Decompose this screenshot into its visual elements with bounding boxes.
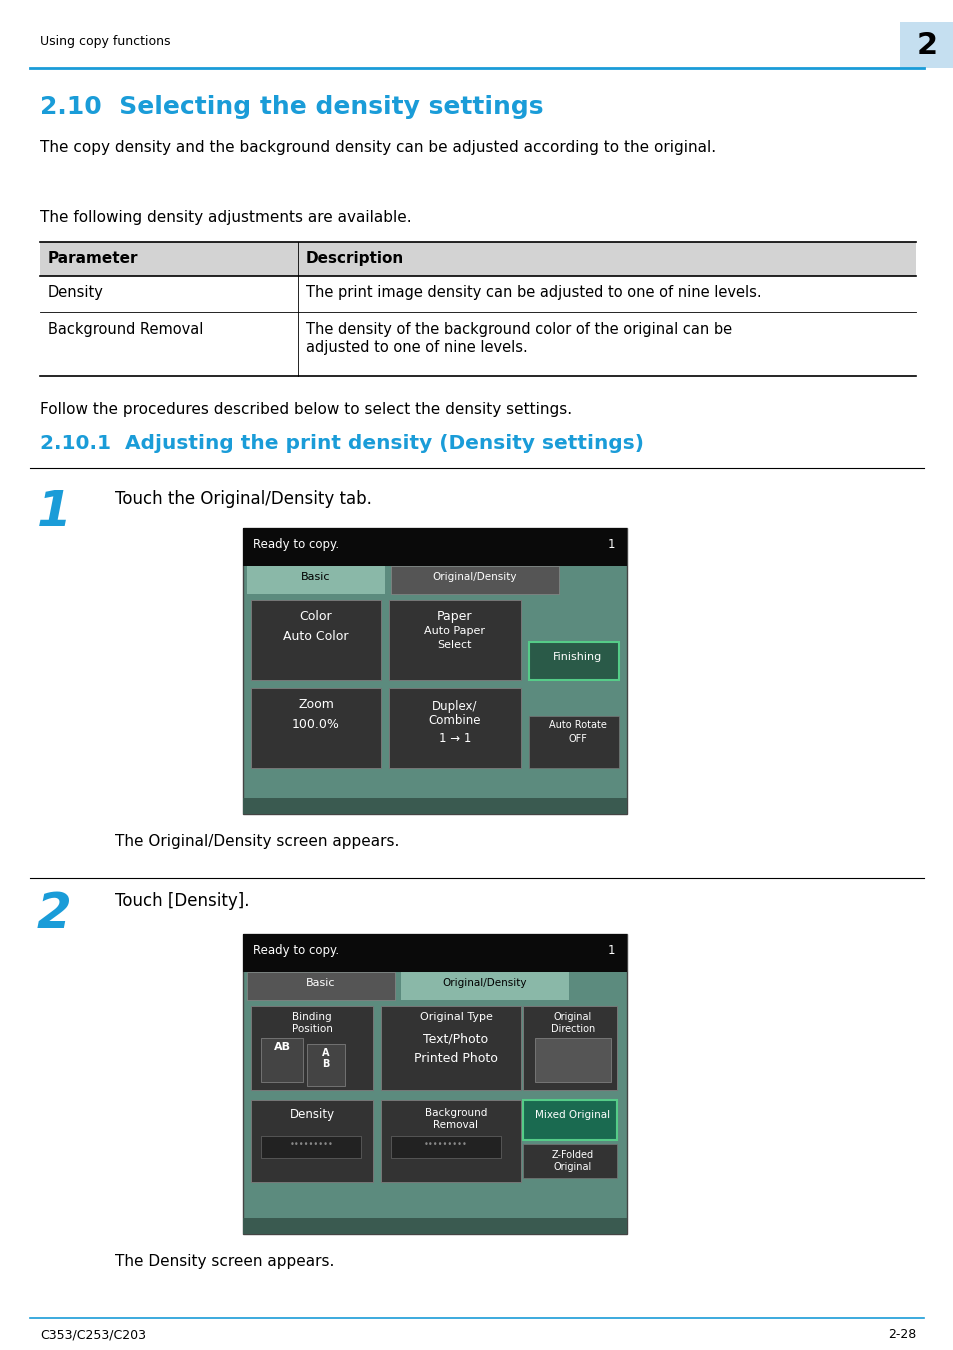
Text: Original/Density: Original/Density <box>433 572 517 582</box>
Text: A: A <box>322 1048 330 1058</box>
Text: 100.0%: 100.0% <box>292 718 339 730</box>
Text: Duplex/: Duplex/ <box>432 701 477 713</box>
Bar <box>522 1143 617 1179</box>
Bar <box>529 643 618 680</box>
Text: Select: Select <box>437 640 472 649</box>
Bar <box>380 1006 520 1089</box>
Text: Original: Original <box>554 1162 592 1172</box>
Text: OFF: OFF <box>568 734 587 744</box>
Bar <box>529 716 618 768</box>
Text: Position: Position <box>292 1025 332 1034</box>
Bar <box>529 599 618 639</box>
Bar <box>400 972 568 1000</box>
Text: The print image density can be adjusted to one of nine levels.: The print image density can be adjusted … <box>306 285 760 300</box>
Bar <box>243 1218 626 1234</box>
Bar <box>261 1038 303 1081</box>
Text: Text/Photo: Text/Photo <box>423 1031 488 1045</box>
Bar <box>247 972 395 1000</box>
Text: Density: Density <box>289 1108 335 1120</box>
Text: •••••••••: ••••••••• <box>290 1139 334 1149</box>
Bar <box>899 22 953 68</box>
Bar <box>40 242 915 275</box>
Bar <box>243 528 626 566</box>
Text: The copy density and the background density can be adjusted according to the ori: The copy density and the background dens… <box>40 140 716 155</box>
Text: Touch the Original/Density tab.: Touch the Original/Density tab. <box>115 490 372 508</box>
Text: 1 → 1: 1 → 1 <box>438 732 471 745</box>
Text: Paper: Paper <box>436 610 473 622</box>
Text: Finishing: Finishing <box>553 652 602 662</box>
Text: Combine: Combine <box>428 714 480 728</box>
Text: Direction: Direction <box>550 1025 595 1034</box>
Bar <box>391 566 558 594</box>
Text: Original Type: Original Type <box>419 1012 492 1022</box>
Text: Follow the procedures described below to select the density settings.: Follow the procedures described below to… <box>40 402 572 417</box>
Text: 2-28: 2-28 <box>887 1328 915 1341</box>
Text: The density of the background color of the original can be: The density of the background color of t… <box>306 323 731 338</box>
Bar <box>391 1135 500 1158</box>
Text: 2: 2 <box>36 890 71 938</box>
Bar <box>243 798 626 814</box>
Bar <box>243 934 626 1234</box>
Text: Color: Color <box>299 610 332 622</box>
Bar <box>529 688 618 714</box>
Text: adjusted to one of nine levels.: adjusted to one of nine levels. <box>306 340 527 355</box>
Bar <box>251 1100 373 1183</box>
Bar <box>380 1100 520 1183</box>
Text: 2.10.1  Adjusting the print density (Density settings): 2.10.1 Adjusting the print density (Dens… <box>40 433 643 454</box>
Text: Auto Rotate: Auto Rotate <box>549 720 606 730</box>
Bar <box>243 934 626 972</box>
Text: The Density screen appears.: The Density screen appears. <box>115 1254 334 1269</box>
Text: 1: 1 <box>36 487 71 536</box>
Text: Zoom: Zoom <box>297 698 334 711</box>
Text: AB: AB <box>274 1042 291 1052</box>
Text: 2.10  Selecting the density settings: 2.10 Selecting the density settings <box>40 95 543 119</box>
Text: C353/C253/C203: C353/C253/C203 <box>40 1328 146 1341</box>
Text: Background Removal: Background Removal <box>48 323 203 338</box>
Text: 1: 1 <box>607 539 615 551</box>
Text: Printed Photo: Printed Photo <box>414 1052 497 1065</box>
Bar <box>522 1100 617 1139</box>
Text: Basic: Basic <box>301 572 331 582</box>
Text: Parameter: Parameter <box>48 251 138 266</box>
Text: Removal: Removal <box>433 1120 478 1130</box>
Bar <box>243 528 626 814</box>
Text: Ready to copy.: Ready to copy. <box>253 944 338 957</box>
Text: Touch [Density].: Touch [Density]. <box>115 892 250 910</box>
Text: Basic: Basic <box>306 977 335 988</box>
Bar <box>389 688 520 768</box>
Text: 2: 2 <box>916 31 937 59</box>
Text: Background: Background <box>424 1108 487 1118</box>
Text: B: B <box>322 1058 330 1069</box>
Bar <box>251 1006 373 1089</box>
Bar <box>251 688 380 768</box>
Text: Density: Density <box>48 285 104 300</box>
Text: Z-Folded: Z-Folded <box>552 1150 594 1160</box>
Text: Auto Paper: Auto Paper <box>424 626 485 636</box>
Bar <box>307 1044 345 1085</box>
Bar <box>535 1038 610 1081</box>
Text: Using copy functions: Using copy functions <box>40 35 171 49</box>
Text: Ready to copy.: Ready to copy. <box>253 539 338 551</box>
Bar <box>251 599 380 680</box>
Text: Auto Color: Auto Color <box>283 630 349 643</box>
Text: Binding: Binding <box>292 1012 332 1022</box>
Text: •••••••••: ••••••••• <box>424 1139 468 1149</box>
Bar <box>389 599 520 680</box>
Bar <box>522 1006 617 1089</box>
Text: The Original/Density screen appears.: The Original/Density screen appears. <box>115 834 399 849</box>
Bar <box>261 1135 360 1158</box>
Bar <box>247 566 385 594</box>
Text: Description: Description <box>306 251 404 266</box>
Text: Original: Original <box>554 1012 592 1022</box>
Text: The following density adjustments are available.: The following density adjustments are av… <box>40 211 411 225</box>
Text: Mixed Original: Mixed Original <box>535 1110 610 1120</box>
Text: 1: 1 <box>607 944 615 957</box>
Text: Original/Density: Original/Density <box>442 977 527 988</box>
